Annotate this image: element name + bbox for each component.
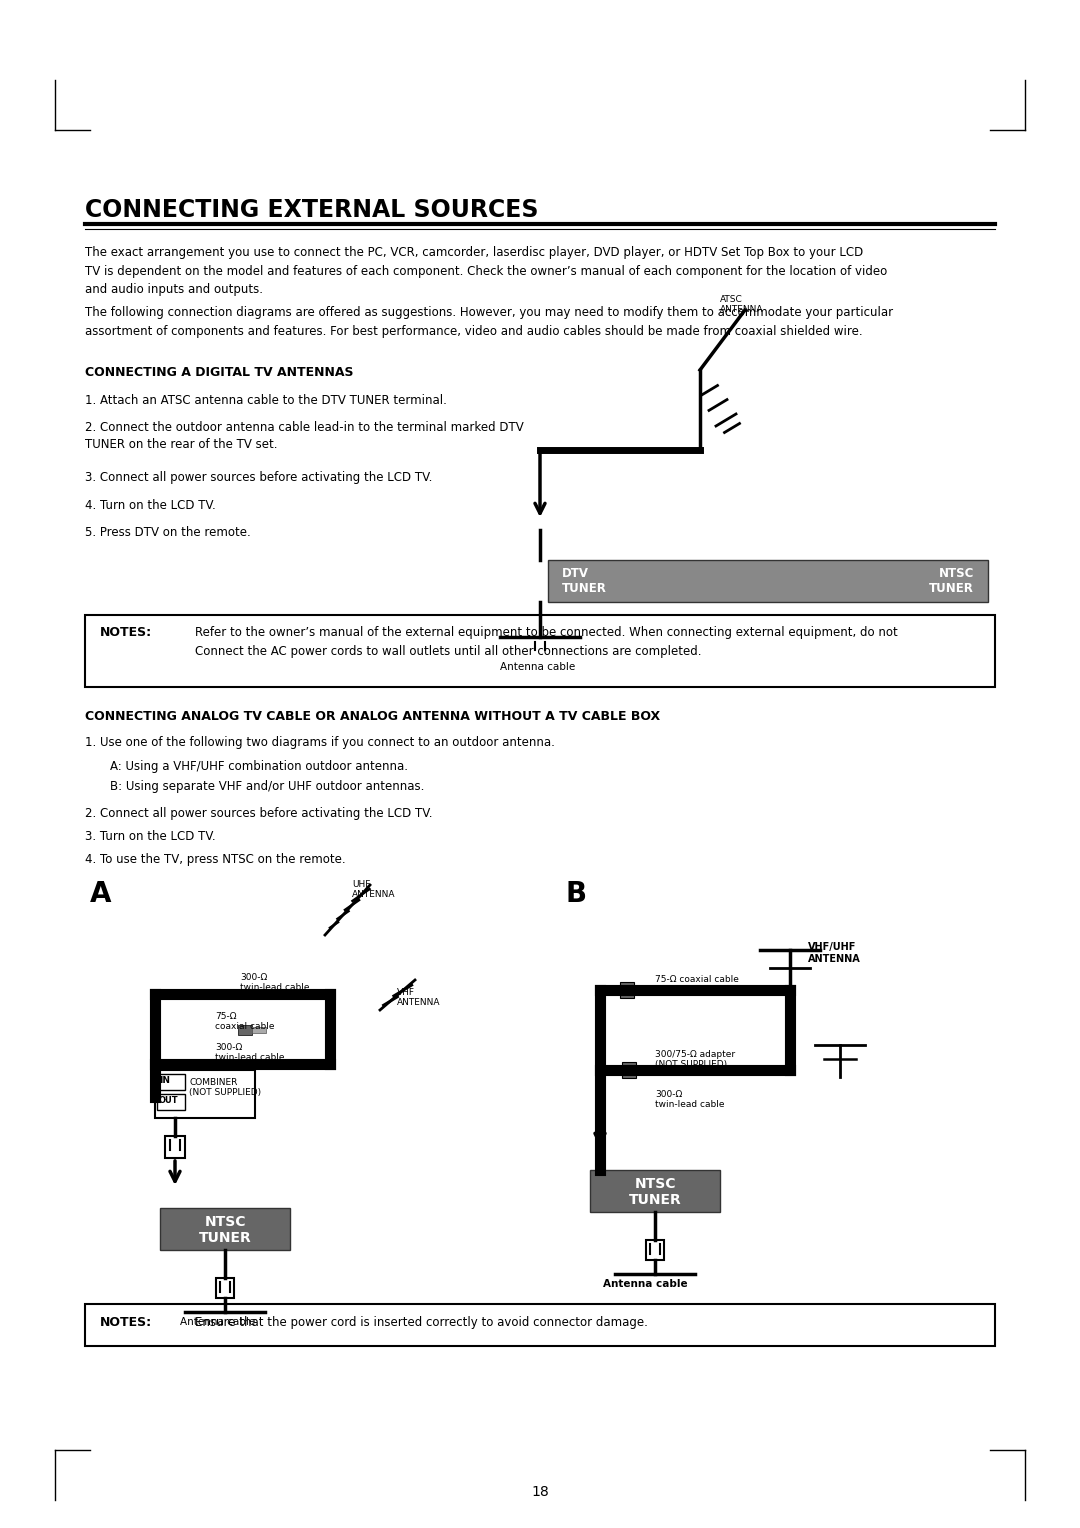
Text: 3. Turn on the LCD TV.: 3. Turn on the LCD TV.: [85, 830, 216, 843]
Text: Refer to the owner’s manual of the external equipment to be connected. When conn: Refer to the owner’s manual of the exter…: [195, 626, 897, 657]
Bar: [216, 1277, 234, 1297]
Text: Antenna cable: Antenna cable: [603, 1279, 688, 1290]
Text: B: Using separate VHF and/or UHF outdoor antennas.: B: Using separate VHF and/or UHF outdoor…: [110, 779, 424, 793]
Bar: [157, 1094, 185, 1109]
Bar: [622, 1062, 636, 1077]
Bar: [85, 1303, 995, 1346]
Text: 4. Turn on the LCD TV.: 4. Turn on the LCD TV.: [85, 500, 216, 512]
Text: 300-Ω
twin-lead cable: 300-Ω twin-lead cable: [240, 973, 310, 992]
Bar: [531, 639, 549, 659]
Text: DTV
TUNER: DTV TUNER: [562, 567, 607, 594]
Text: NOTES:: NOTES:: [100, 626, 152, 639]
Bar: [165, 1135, 185, 1158]
Text: 300/75-Ω adapter
(NOT SUPPLIED): 300/75-Ω adapter (NOT SUPPLIED): [654, 1050, 735, 1070]
Text: ATSC
ANTENNA: ATSC ANTENNA: [720, 295, 764, 315]
Text: CONNECTING ANALOG TV CABLE OR ANALOG ANTENNA WITHOUT A TV CABLE BOX: CONNECTING ANALOG TV CABLE OR ANALOG ANT…: [85, 711, 660, 723]
Text: COMBINER
(NOT SUPPLIED): COMBINER (NOT SUPPLIED): [189, 1077, 261, 1097]
Text: IN: IN: [159, 1076, 170, 1085]
Text: 5. Press DTV on the remote.: 5. Press DTV on the remote.: [85, 526, 251, 539]
Text: NTSC
TUNER: NTSC TUNER: [929, 567, 974, 594]
Bar: [252, 1027, 266, 1033]
Bar: [156, 1070, 255, 1118]
Text: The following connection diagrams are offered as suggestions. However, you may n: The following connection diagrams are of…: [85, 306, 893, 338]
Text: NTSC
TUNER: NTSC TUNER: [629, 1177, 681, 1207]
Bar: [548, 559, 988, 602]
Text: VHF
ANTENNA: VHF ANTENNA: [397, 989, 441, 1007]
Text: 3. Connect all power sources before activating the LCD TV.: 3. Connect all power sources before acti…: [85, 471, 432, 484]
Text: UHF
ANTENNA: UHF ANTENNA: [352, 880, 395, 900]
Bar: [634, 986, 652, 995]
Text: NTSC
TUNER: NTSC TUNER: [199, 1215, 252, 1245]
Text: TUNER on the rear of the TV set.: TUNER on the rear of the TV set.: [85, 439, 278, 451]
Text: 300-Ω
twin-lead cable: 300-Ω twin-lead cable: [215, 1044, 284, 1062]
Text: 2. Connect the outdoor antenna cable lead-in to the terminal marked DTV: 2. Connect the outdoor antenna cable lea…: [85, 422, 524, 434]
Text: Antenna cable: Antenna cable: [500, 662, 576, 672]
Text: The exact arrangement you use to connect the PC, VCR, camcorder, laserdisc playe: The exact arrangement you use to connect…: [85, 246, 888, 296]
Text: 2. Connect all power sources before activating the LCD TV.: 2. Connect all power sources before acti…: [85, 807, 432, 821]
Text: CONNECTING EXTERNAL SOURCES: CONNECTING EXTERNAL SOURCES: [85, 199, 539, 222]
Text: NOTES:: NOTES:: [100, 1316, 152, 1329]
Text: VHF/UHF
ANTENNA: VHF/UHF ANTENNA: [808, 941, 861, 964]
Bar: [636, 1065, 676, 1076]
Text: A: Using a VHF/UHF combination outdoor antenna.: A: Using a VHF/UHF combination outdoor a…: [110, 759, 408, 773]
Text: CONNECTING A DIGITAL TV ANTENNAS: CONNECTING A DIGITAL TV ANTENNAS: [85, 367, 353, 379]
Text: 4. To use the TV, press NTSC on the remote.: 4. To use the TV, press NTSC on the remo…: [85, 853, 346, 866]
Text: Antenna cable: Antenna cable: [180, 1317, 255, 1326]
Bar: [646, 1241, 664, 1261]
Bar: [157, 1074, 185, 1089]
Text: 75-Ω
coaxial cable: 75-Ω coaxial cable: [215, 1012, 274, 1031]
Text: OUT: OUT: [159, 1096, 178, 1105]
Text: 18: 18: [531, 1485, 549, 1499]
Text: A: A: [90, 880, 111, 908]
Text: Ensure that the power cord is inserted correctly to avoid connector damage.: Ensure that the power cord is inserted c…: [195, 1316, 648, 1329]
Text: 75-Ω coaxial cable: 75-Ω coaxial cable: [654, 975, 739, 984]
Bar: [238, 1025, 252, 1034]
Text: 300-Ω
twin-lead cable: 300-Ω twin-lead cable: [654, 1089, 725, 1109]
Bar: [240, 990, 325, 996]
Text: 1. Use one of the following two diagrams if you connect to an outdoor antenna.: 1. Use one of the following two diagrams…: [85, 736, 555, 749]
Bar: [620, 983, 634, 998]
Bar: [238, 1060, 323, 1067]
Bar: [160, 1209, 291, 1250]
Bar: [85, 614, 995, 688]
Bar: [590, 1170, 720, 1212]
Text: B: B: [565, 880, 586, 908]
Text: 1. Attach an ATSC antenna cable to the DTV TUNER terminal.: 1. Attach an ATSC antenna cable to the D…: [85, 394, 447, 406]
